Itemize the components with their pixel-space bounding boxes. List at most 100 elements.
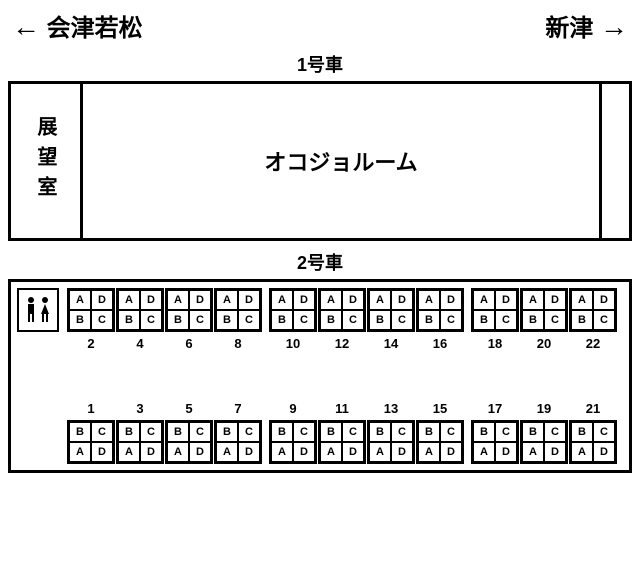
seat-cell: A bbox=[320, 442, 342, 462]
seat-cell: C bbox=[440, 310, 462, 330]
seat-number: 18 bbox=[471, 336, 519, 351]
seat-cell: B bbox=[522, 422, 544, 442]
seat-cell: C bbox=[391, 422, 413, 442]
seat-number: 1 bbox=[67, 401, 115, 416]
seat-cell: D bbox=[440, 442, 462, 462]
seat-block: BCAD bbox=[569, 420, 617, 464]
seat-cell: D bbox=[91, 290, 113, 310]
seat-cell: B bbox=[271, 422, 293, 442]
seat-number: 13 bbox=[367, 401, 415, 416]
seat-block: BCAD bbox=[116, 420, 164, 464]
seat-column: ADBC6 bbox=[165, 288, 213, 351]
seat-cell: A bbox=[216, 290, 238, 310]
seat-cell: C bbox=[593, 422, 615, 442]
car1-right-section bbox=[599, 84, 629, 238]
seat-cell: C bbox=[593, 310, 615, 330]
seat-number: 15 bbox=[416, 401, 464, 416]
bottom-seat-grid: 1BCAD3BCAD5BCAD7BCAD9BCAD11BCAD13BCAD15B… bbox=[67, 401, 617, 464]
seat-cell: A bbox=[571, 442, 593, 462]
seat-cell: D bbox=[593, 442, 615, 462]
seat-cell: A bbox=[118, 290, 140, 310]
seat-number: 3 bbox=[116, 401, 164, 416]
seat-cell: C bbox=[140, 422, 162, 442]
seat-cell: D bbox=[238, 442, 260, 462]
woman-icon bbox=[39, 296, 51, 324]
restroom bbox=[17, 288, 59, 332]
seat-cell: D bbox=[293, 442, 315, 462]
seat-cell: C bbox=[293, 310, 315, 330]
left-direction: ← 会津若松 bbox=[12, 8, 143, 43]
seat-block: ADBC bbox=[116, 288, 164, 332]
seat-column: 11 BCAD bbox=[318, 401, 366, 464]
seat-cell: A bbox=[271, 442, 293, 462]
car2-diagram: ADBC2ADBC4ADBC6ADBC8ADBC10ADBC12ADBC14AD… bbox=[8, 279, 632, 473]
seat-cell: B bbox=[167, 310, 189, 330]
seat-cell: D bbox=[544, 290, 566, 310]
seat-cell: C bbox=[91, 310, 113, 330]
seat-number: 21 bbox=[569, 401, 617, 416]
top-seat-section: ADBC2ADBC4ADBC6ADBC8ADBC10ADBC12ADBC14AD… bbox=[17, 288, 623, 351]
right-dest-label: 新津 bbox=[545, 15, 593, 42]
seat-cell: B bbox=[320, 310, 342, 330]
seat-cell: A bbox=[522, 442, 544, 462]
seat-cell: C bbox=[342, 310, 364, 330]
seat-cell: C bbox=[189, 422, 211, 442]
seat-column: 9 BCAD bbox=[269, 401, 317, 464]
seat-block: ADBC bbox=[318, 288, 366, 332]
bottom-seat-section: 1BCAD3BCAD5BCAD7BCAD9BCAD11BCAD13BCAD15B… bbox=[17, 401, 623, 464]
seat-number: 9 bbox=[269, 401, 317, 416]
seat-cell: B bbox=[418, 422, 440, 442]
seat-block: ADBC bbox=[214, 288, 262, 332]
seat-cell: A bbox=[473, 442, 495, 462]
observation-room: 展望室 bbox=[11, 84, 83, 238]
seat-cell: B bbox=[473, 310, 495, 330]
seat-cell: D bbox=[91, 442, 113, 462]
seat-number: 14 bbox=[367, 336, 415, 351]
left-arrow-icon: ← bbox=[12, 11, 40, 42]
seat-number: 16 bbox=[416, 336, 464, 351]
seat-block: ADBC bbox=[416, 288, 464, 332]
seat-cell: B bbox=[69, 422, 91, 442]
seat-number: 10 bbox=[269, 336, 317, 351]
seat-cell: A bbox=[216, 442, 238, 462]
seat-column: 15BCAD bbox=[416, 401, 464, 464]
seat-cell: A bbox=[418, 442, 440, 462]
seat-column: ADBC 12 bbox=[318, 288, 366, 351]
seat-cell: A bbox=[418, 290, 440, 310]
seat-cell: D bbox=[293, 290, 315, 310]
seat-column: ADBC18 bbox=[471, 288, 519, 351]
seat-number: 11 bbox=[318, 401, 366, 416]
seat-cell: C bbox=[495, 422, 517, 442]
seat-block: ADBC bbox=[367, 288, 415, 332]
seat-block: ADBC bbox=[269, 288, 317, 332]
left-dest-label: 会津若松 bbox=[47, 15, 143, 42]
seat-column: ADBC20 bbox=[520, 288, 568, 351]
seat-cell: B bbox=[418, 310, 440, 330]
seat-cell: D bbox=[140, 442, 162, 462]
seat-cell: A bbox=[571, 290, 593, 310]
seat-cell: D bbox=[391, 442, 413, 462]
seat-column: 19BCAD bbox=[520, 401, 568, 464]
car2-label: 2号車 bbox=[8, 249, 632, 275]
seat-cell: C bbox=[495, 310, 517, 330]
seat-column: 1BCAD bbox=[67, 401, 115, 464]
seat-column: 13BCAD bbox=[367, 401, 415, 464]
seat-cell: A bbox=[369, 442, 391, 462]
seat-block: ADBC bbox=[569, 288, 617, 332]
seat-column: ADBC4 bbox=[116, 288, 164, 351]
seat-cell: B bbox=[369, 310, 391, 330]
direction-header: ← 会津若松 新津 → bbox=[8, 8, 632, 43]
seat-cell: B bbox=[216, 310, 238, 330]
seat-cell: C bbox=[293, 422, 315, 442]
seat-cell: C bbox=[544, 422, 566, 442]
seat-number: 12 bbox=[318, 336, 366, 351]
seat-cell: B bbox=[167, 422, 189, 442]
seat-column: 21 BCAD bbox=[569, 401, 617, 464]
seat-block: BCAD bbox=[318, 420, 366, 464]
seat-cell: C bbox=[91, 422, 113, 442]
seat-cell: D bbox=[495, 290, 517, 310]
seat-column: ADBC8 bbox=[214, 288, 262, 351]
seat-column: ADBC 14 bbox=[367, 288, 415, 351]
seat-column: ADBC 16 bbox=[416, 288, 464, 351]
seat-column: 5BCAD bbox=[165, 401, 213, 464]
